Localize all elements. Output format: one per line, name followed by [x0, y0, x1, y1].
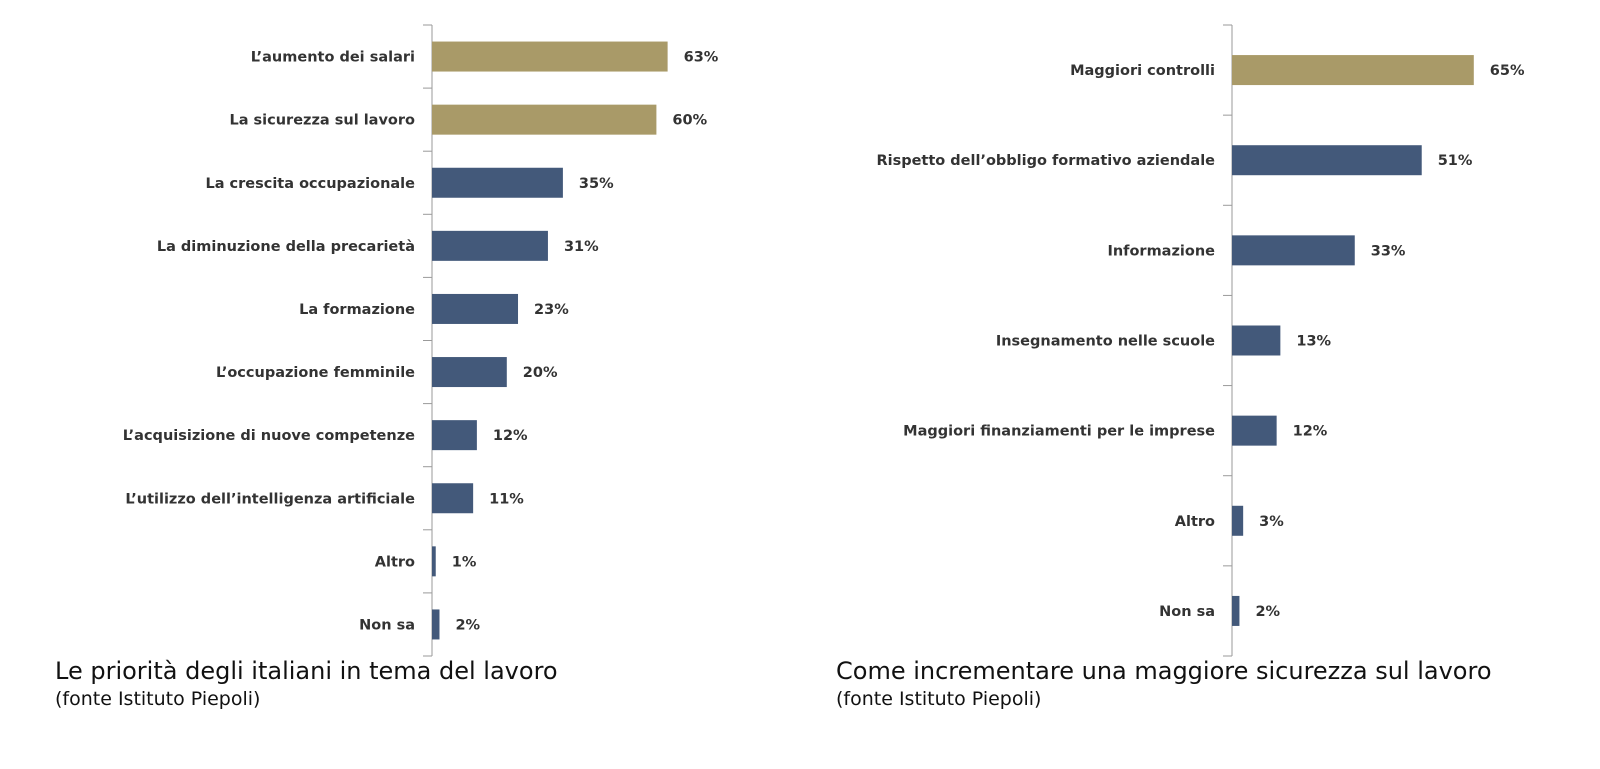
value-label: 11% — [489, 491, 524, 507]
chart-1: L’aumento dei salari 63% La sicurezza sul … — [123, 24, 719, 657]
category-label: Insegnamento nelle scuole — [996, 334, 1215, 350]
chart-2-title: Come incrementare una maggiore sicurezza… — [836, 657, 1492, 685]
value-label: 51% — [1438, 153, 1473, 169]
value-label: 12% — [1293, 424, 1328, 440]
value-label: 1% — [452, 554, 477, 570]
category-label: L’occupazione femminile — [216, 365, 415, 381]
bar-7 — [1232, 595, 1240, 626]
chart-2-subtitle: (fonte Istituto Piepoli) — [836, 688, 1042, 710]
chart-1-caption: Le priorità degli italiani in tema del l… — [55, 656, 558, 712]
value-label: 13% — [1296, 334, 1331, 350]
chart-1-title: Le priorità degli italiani in tema del l… — [55, 657, 558, 685]
category-label: Maggiori finanziamenti per le imprese — [903, 424, 1215, 440]
bar-1 — [1232, 55, 1474, 86]
bar-10 — [432, 609, 440, 640]
value-label: 65% — [1490, 63, 1525, 79]
category-label: L’aumento dei salari — [251, 50, 415, 66]
bar-3 — [432, 167, 563, 198]
category-label: L’utilizzo dell’intelligenza artificiale — [125, 491, 415, 507]
category-label: Rispetto dell’obbligo formativo aziendal… — [876, 153, 1215, 169]
value-label: 35% — [579, 176, 614, 192]
bar-2 — [1232, 145, 1422, 176]
value-label: 12% — [493, 428, 528, 444]
bar-5 — [1232, 415, 1277, 446]
category-label: Altro — [1175, 514, 1215, 530]
value-label: 60% — [672, 113, 707, 129]
value-label: 63% — [684, 50, 719, 66]
value-label: 2% — [1255, 604, 1280, 620]
bar-6 — [1232, 505, 1244, 536]
bar-6 — [432, 357, 507, 388]
chart-2: Maggiori controlli 65% Rispetto dell’obbli… — [876, 24, 1525, 657]
category-label: La formazione — [299, 302, 415, 318]
value-label: 20% — [523, 365, 558, 381]
category-label: Informazione — [1107, 243, 1215, 259]
category-label: La crescita occupazionale — [205, 176, 415, 192]
category-label: Non sa — [359, 617, 415, 633]
category-label: Maggiori controlli — [1070, 63, 1215, 79]
value-label: 23% — [534, 302, 569, 318]
bar-9 — [432, 546, 436, 577]
category-label: Altro — [375, 554, 415, 570]
value-label: 2% — [455, 617, 480, 633]
bar-1 — [432, 41, 668, 72]
category-label: Non sa — [1159, 604, 1215, 620]
bar-4 — [1232, 325, 1281, 356]
category-label: La sicurezza sul lavoro — [229, 113, 415, 129]
bar-2 — [432, 104, 657, 135]
bar-3 — [1232, 235, 1355, 266]
bar-7 — [432, 420, 477, 451]
bar-8 — [432, 483, 474, 514]
chart-2-caption: Come incrementare una maggiore sicurezza… — [836, 656, 1492, 712]
value-label: 31% — [564, 239, 599, 255]
bar-5 — [432, 293, 519, 324]
value-label: 3% — [1259, 514, 1284, 530]
category-label: L’acquisizione di nuove competenze — [123, 428, 415, 444]
chart-1-subtitle: (fonte Istituto Piepoli) — [55, 688, 261, 710]
value-label: 33% — [1371, 243, 1406, 259]
category-label: La diminuzione della precarietà — [157, 239, 415, 255]
bar-4 — [432, 230, 548, 261]
